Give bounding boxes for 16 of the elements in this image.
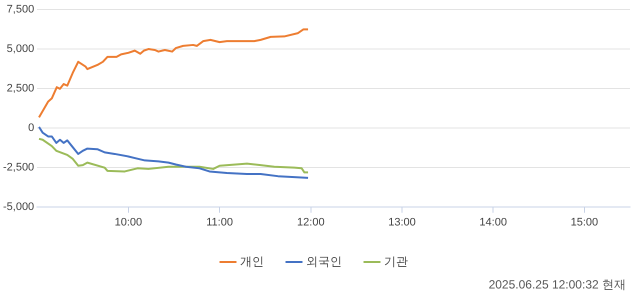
x-tick-label: 12:00 xyxy=(297,216,325,228)
x-tick-label: 15:00 xyxy=(570,216,598,228)
y-tick-label: -5,000 xyxy=(2,200,34,213)
y-tick-label: 7,500 xyxy=(6,4,34,16)
text: 2025.06.25 12:00:32 현재 xyxy=(488,277,626,292)
y-tick-label: -2,500 xyxy=(2,161,34,174)
y-tick-label: 5,000 xyxy=(6,43,34,56)
x-tick-label: 11:00 xyxy=(206,216,233,228)
legend-label: 기관 xyxy=(384,254,408,268)
legend-label: 개인 xyxy=(240,254,264,268)
x-tick-label: 10:00 xyxy=(114,216,142,228)
x-tick-label: 14:00 xyxy=(479,216,507,228)
x-tick-label: 13:00 xyxy=(388,216,416,228)
y-tick-label: 0 xyxy=(28,122,34,134)
y-tick-label: 2,500 xyxy=(6,82,34,95)
legend-label: 외국인 xyxy=(306,254,342,268)
